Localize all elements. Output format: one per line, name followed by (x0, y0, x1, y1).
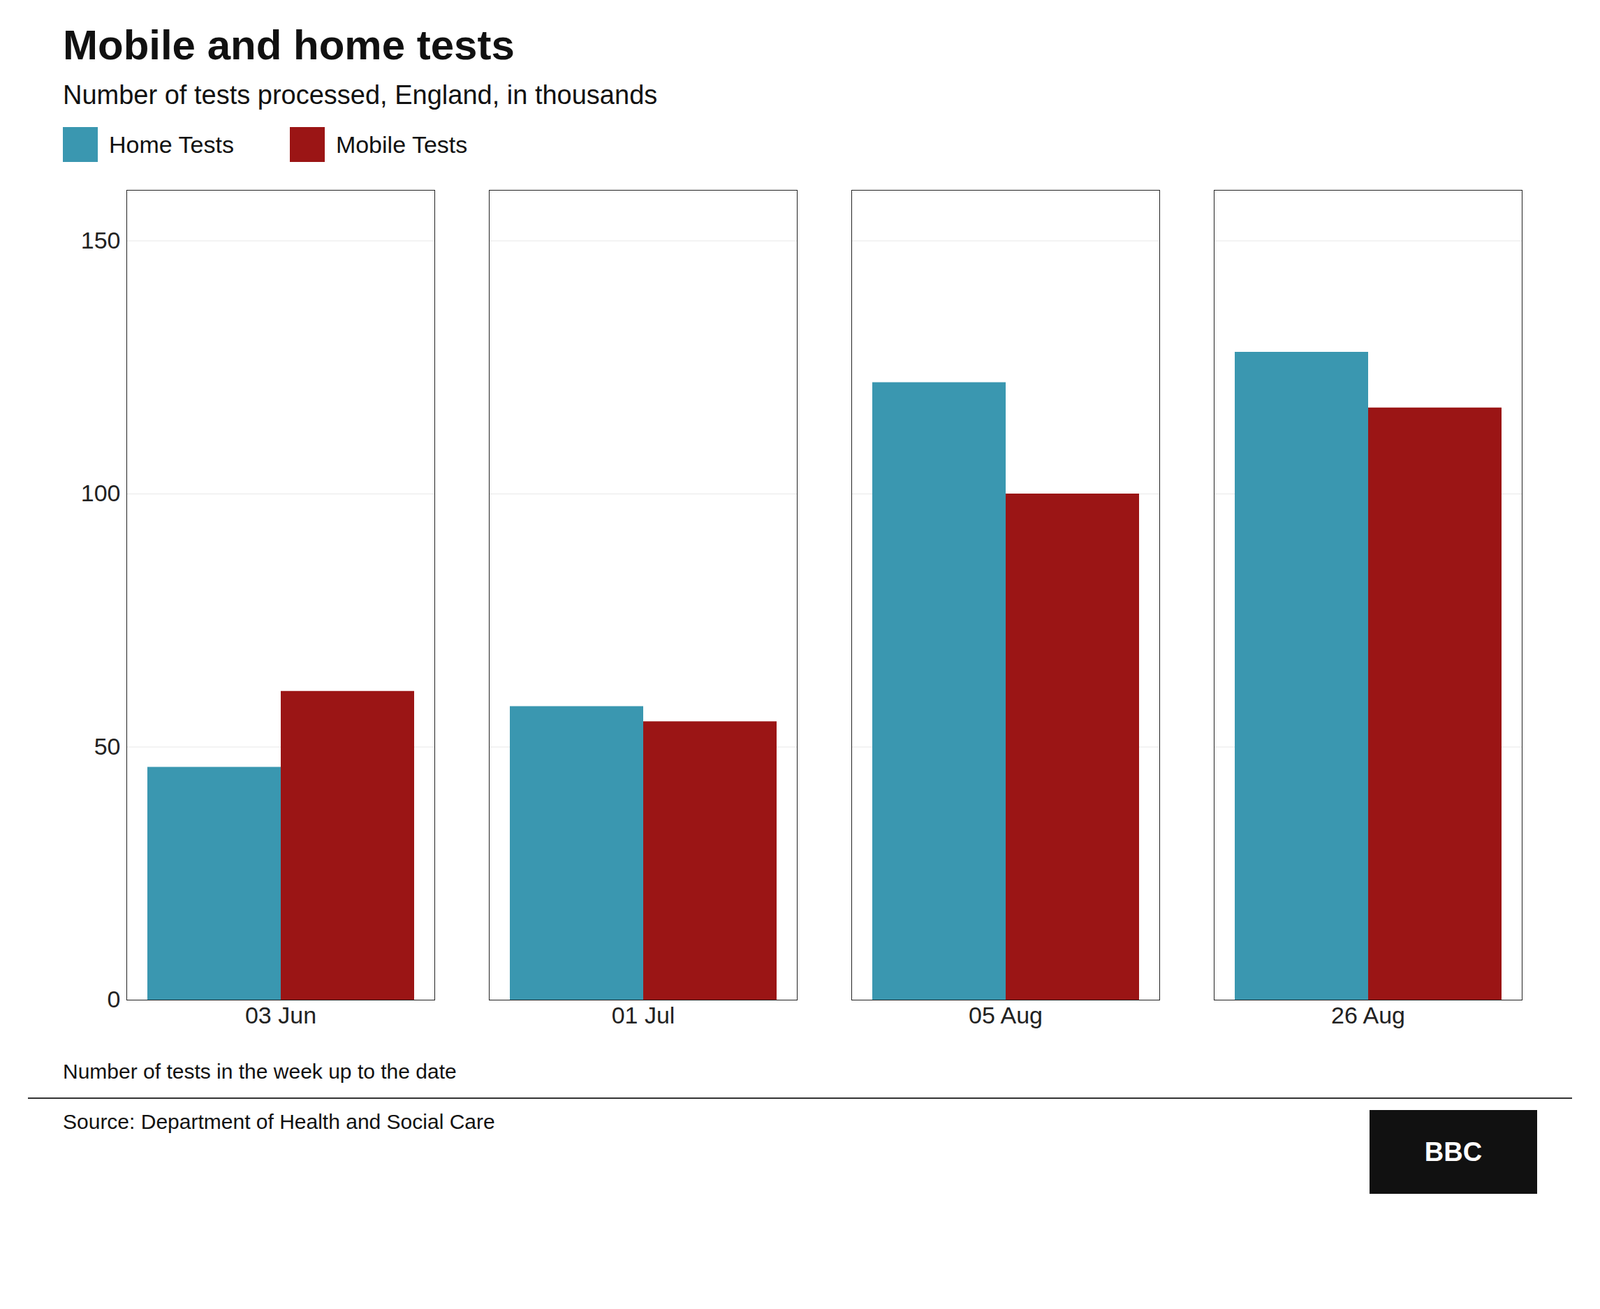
svg-text:0: 0 (107, 986, 121, 1013)
svg-text:05 Aug: 05 Aug (968, 1002, 1043, 1029)
html-text:Mobile Tests: Mobile Tests (335, 130, 468, 158)
html-text:Home Tests: Home Tests (108, 130, 234, 158)
svg-text:150: 150 (81, 226, 121, 254)
html-text:Number of tests in the week up: Number of tests in the week up to the da… (62, 1060, 457, 1084)
html-text:Mobile and home tests: Mobile and home tests (62, 21, 515, 69)
svg-text:26 Aug: 26 Aug (1331, 1002, 1406, 1029)
svg-text:50: 50 (94, 733, 121, 760)
svg-text:01 Jul: 01 Jul (611, 1002, 676, 1029)
html-text:Source: Department of Health a: Source: Department of Health and Social … (62, 1110, 495, 1134)
svg-text:100: 100 (81, 479, 121, 507)
svg-text:03 Jun: 03 Jun (245, 1002, 317, 1029)
html-text:BBC: BBC (1424, 1137, 1483, 1167)
html-text:Number of tests processed, Eng: Number of tests processed, England, in t… (62, 80, 658, 110)
